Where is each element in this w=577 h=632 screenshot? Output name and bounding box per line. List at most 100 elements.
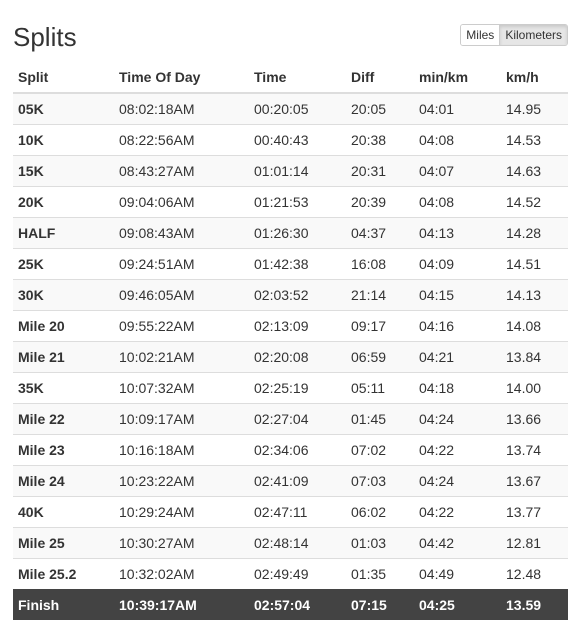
column-header-time-of-day: Time Of Day [114, 61, 249, 94]
speed-cell: 12.48 [501, 558, 568, 590]
split-name-cell: 25K [13, 248, 114, 280]
pace-cell: 04:25 [414, 589, 501, 620]
pace-cell: 04:18 [414, 372, 501, 404]
split-name-cell: Finish [13, 589, 114, 620]
pace-cell: 04:22 [414, 496, 501, 528]
pace-cell: 04:01 [414, 92, 501, 125]
elapsed-time-cell: 01:26:30 [249, 217, 346, 249]
diff-cell: 06:02 [346, 496, 414, 528]
split-name-cell: Mile 20 [13, 310, 114, 342]
speed-cell: 13.84 [501, 341, 568, 373]
split-name-cell: 15K [13, 155, 114, 187]
elapsed-time-cell: 02:34:06 [249, 434, 346, 466]
split-name-cell: 20K [13, 186, 114, 218]
unit-toggle: Miles Kilometers [460, 24, 568, 46]
speed-cell: 13.74 [501, 434, 568, 466]
speed-cell: 13.77 [501, 496, 568, 528]
column-header-speed: km/h [501, 61, 568, 94]
speed-cell: 14.28 [501, 217, 568, 249]
speed-cell: 13.59 [501, 589, 568, 620]
speed-cell: 14.52 [501, 186, 568, 218]
split-name-cell: Mile 25.2 [13, 558, 114, 590]
table-row: Mile 25.2 10:32:02AM 02:49:49 01:35 04:49 12.… [13, 558, 568, 590]
finish-row: Finish 10:39:17AM 02:57:04 07:15 04:25 13.59 [13, 589, 568, 620]
diff-cell: 01:45 [346, 403, 414, 435]
speed-cell: 13.67 [501, 465, 568, 497]
miles-button[interactable]: Miles [461, 25, 500, 45]
column-header-diff: Diff [346, 61, 414, 94]
table-row: 10K 08:22:56AM 00:40:43 20:38 04:08 14.53 [13, 124, 568, 156]
diff-cell: 05:11 [346, 372, 414, 404]
elapsed-time-cell: 02:48:14 [249, 527, 346, 559]
table-row: 35K 10:07:32AM 02:25:19 05:11 04:18 14.00 [13, 372, 568, 404]
diff-cell: 07:02 [346, 434, 414, 466]
elapsed-time-cell: 02:47:11 [249, 496, 346, 528]
pace-cell: 04:22 [414, 434, 501, 466]
split-name-cell: Mile 22 [13, 403, 114, 435]
speed-cell: 14.08 [501, 310, 568, 342]
elapsed-time-cell: 00:40:43 [249, 124, 346, 156]
split-name-cell: 30K [13, 279, 114, 311]
split-name-cell: 10K [13, 124, 114, 156]
time-of-day-cell: 08:43:27AM [114, 155, 249, 187]
diff-cell: 16:08 [346, 248, 414, 280]
elapsed-time-cell: 02:57:04 [249, 589, 346, 620]
column-header-pace: min/km [414, 61, 501, 94]
diff-cell: 20:31 [346, 155, 414, 187]
table-row: 40K 10:29:24AM 02:47:11 06:02 04:22 13.77 [13, 496, 568, 528]
splits-table-body: 05K 08:02:18AM 00:20:05 20:05 04:01 14.95 10K 0… [13, 92, 568, 620]
time-of-day-cell: 10:32:02AM [114, 558, 249, 590]
table-row: Mile 23 10:16:18AM 02:34:06 07:02 04:22 13.74 [13, 434, 568, 466]
kilometers-button[interactable]: Kilometers [499, 25, 567, 45]
diff-cell: 21:14 [346, 279, 414, 311]
time-of-day-cell: 09:46:05AM [114, 279, 249, 311]
elapsed-time-cell: 02:03:52 [249, 279, 346, 311]
table-header-row: Split Time Of Day Time Diff min/km km/h [13, 61, 568, 94]
elapsed-time-cell: 01:42:38 [249, 248, 346, 280]
splits-table: Split Time Of Day Time Diff min/km km/h … [13, 61, 568, 620]
table-row: Mile 25 10:30:27AM 02:48:14 01:03 04:42 12.81 [13, 527, 568, 559]
time-of-day-cell: 09:55:22AM [114, 310, 249, 342]
pace-cell: 04:15 [414, 279, 501, 311]
elapsed-time-cell: 01:01:14 [249, 155, 346, 187]
table-row: 05K 08:02:18AM 00:20:05 20:05 04:01 14.95 [13, 92, 568, 125]
time-of-day-cell: 08:02:18AM [114, 92, 249, 125]
speed-cell: 14.51 [501, 248, 568, 280]
page-title: Splits [13, 22, 77, 52]
table-row: 20K 09:04:06AM 01:21:53 20:39 04:08 14.52 [13, 186, 568, 218]
diff-cell: 20:05 [346, 92, 414, 125]
table-row: Mile 21 10:02:21AM 02:20:08 06:59 04:21 13.84 [13, 341, 568, 373]
elapsed-time-cell: 02:25:19 [249, 372, 346, 404]
time-of-day-cell: 09:08:43AM [114, 217, 249, 249]
speed-cell: 14.00 [501, 372, 568, 404]
splits-header: Splits Miles Kilometers [13, 22, 568, 54]
pace-cell: 04:16 [414, 310, 501, 342]
pace-cell: 04:07 [414, 155, 501, 187]
elapsed-time-cell: 02:41:09 [249, 465, 346, 497]
table-row: 30K 09:46:05AM 02:03:52 21:14 04:15 14.13 [13, 279, 568, 311]
time-of-day-cell: 10:23:22AM [114, 465, 249, 497]
pace-cell: 04:49 [414, 558, 501, 590]
table-row: Mile 24 10:23:22AM 02:41:09 07:03 04:24 13.67 [13, 465, 568, 497]
time-of-day-cell: 10:07:32AM [114, 372, 249, 404]
pace-cell: 04:08 [414, 124, 501, 156]
diff-cell: 20:38 [346, 124, 414, 156]
diff-cell: 01:35 [346, 558, 414, 590]
time-of-day-cell: 10:16:18AM [114, 434, 249, 466]
diff-cell: 07:03 [346, 465, 414, 497]
pace-cell: 04:24 [414, 403, 501, 435]
column-header-split: Split [13, 61, 114, 94]
elapsed-time-cell: 02:27:04 [249, 403, 346, 435]
split-name-cell: Mile 25 [13, 527, 114, 559]
diff-cell: 20:39 [346, 186, 414, 218]
speed-cell: 14.53 [501, 124, 568, 156]
speed-cell: 12.81 [501, 527, 568, 559]
speed-cell: 14.63 [501, 155, 568, 187]
pace-cell: 04:13 [414, 217, 501, 249]
speed-cell: 13.66 [501, 403, 568, 435]
time-of-day-cell: 09:04:06AM [114, 186, 249, 218]
diff-cell: 04:37 [346, 217, 414, 249]
time-of-day-cell: 10:30:27AM [114, 527, 249, 559]
split-name-cell: Mile 24 [13, 465, 114, 497]
diff-cell: 07:15 [346, 589, 414, 620]
